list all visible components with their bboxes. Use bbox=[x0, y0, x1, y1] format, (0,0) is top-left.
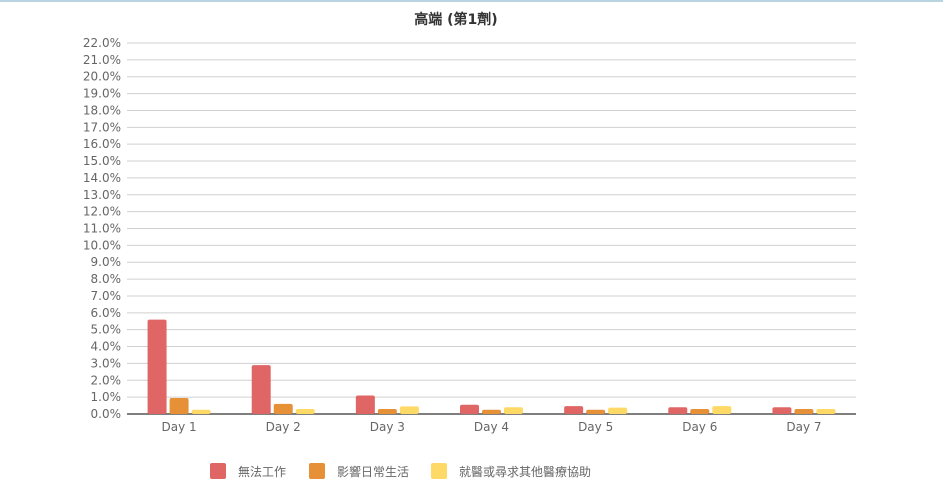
y-tick-label: 18.0% bbox=[83, 103, 121, 117]
y-tick-label: 17.0% bbox=[83, 120, 121, 134]
bar[interactable] bbox=[564, 406, 584, 414]
bar[interactable] bbox=[147, 319, 167, 414]
bar[interactable] bbox=[399, 406, 419, 414]
bar[interactable] bbox=[191, 409, 211, 414]
bar[interactable] bbox=[295, 408, 315, 414]
legend-swatch bbox=[309, 463, 325, 479]
y-tick-label: 1.0% bbox=[91, 390, 122, 404]
chart-title: 高端 (第1劑) bbox=[414, 11, 497, 28]
y-tick-label: 4.0% bbox=[91, 340, 122, 354]
legend-label[interactable]: 無法工作 bbox=[238, 464, 286, 479]
y-tick-label: 13.0% bbox=[83, 188, 121, 202]
legend-label[interactable]: 就醫或尋求其他醫療協助 bbox=[459, 464, 591, 479]
y-tick-label: 9.0% bbox=[91, 255, 122, 269]
bar[interactable] bbox=[251, 365, 271, 414]
top-border bbox=[0, 0, 943, 2]
bar[interactable] bbox=[772, 407, 792, 414]
legend-swatch bbox=[431, 463, 447, 479]
legend-label[interactable]: 影響日常生活 bbox=[337, 464, 409, 479]
bar[interactable] bbox=[169, 397, 189, 414]
bar[interactable] bbox=[794, 408, 814, 414]
y-tick-label: 6.0% bbox=[91, 306, 122, 320]
y-tick-label: 8.0% bbox=[91, 272, 122, 286]
x-tick-label: Day 3 bbox=[370, 420, 405, 434]
y-tick-label: 11.0% bbox=[83, 222, 121, 236]
y-tick-label: 14.0% bbox=[83, 171, 121, 185]
bar[interactable] bbox=[273, 403, 293, 414]
bar[interactable] bbox=[816, 408, 836, 414]
bar[interactable] bbox=[460, 404, 479, 414]
y-tick-label: 0.0% bbox=[91, 407, 122, 421]
x-tick-label: Day 7 bbox=[786, 420, 821, 434]
y-tick-label: 16.0% bbox=[83, 137, 121, 151]
y-tick-label: 21.0% bbox=[83, 53, 121, 67]
y-tick-label: 20.0% bbox=[83, 70, 121, 84]
bar[interactable] bbox=[586, 409, 606, 414]
x-tick-label: Day 2 bbox=[266, 420, 301, 434]
y-tick-label: 15.0% bbox=[83, 154, 121, 168]
y-tick-label: 22.0% bbox=[83, 36, 121, 50]
bar[interactable] bbox=[608, 407, 628, 414]
bar[interactable] bbox=[482, 409, 501, 414]
bar[interactable] bbox=[668, 407, 688, 414]
y-tick-label: 12.0% bbox=[83, 205, 121, 219]
legend-swatch bbox=[210, 463, 226, 479]
bar[interactable] bbox=[377, 408, 397, 414]
bar[interactable] bbox=[712, 406, 732, 414]
x-tick-label: Day 5 bbox=[578, 420, 613, 434]
y-tick-label: 19.0% bbox=[83, 87, 121, 101]
bar[interactable] bbox=[690, 408, 710, 414]
x-tick-label: Day 1 bbox=[161, 420, 196, 434]
y-tick-label: 10.0% bbox=[83, 238, 121, 252]
y-tick-label: 3.0% bbox=[91, 356, 122, 370]
bar[interactable] bbox=[355, 395, 375, 414]
y-tick-label: 5.0% bbox=[91, 323, 122, 337]
x-tick-label: Day 6 bbox=[682, 420, 717, 434]
y-tick-label: 7.0% bbox=[91, 289, 122, 303]
x-tick-label: Day 4 bbox=[474, 420, 509, 434]
y-tick-label: 2.0% bbox=[91, 373, 122, 387]
bar[interactable] bbox=[504, 407, 523, 414]
